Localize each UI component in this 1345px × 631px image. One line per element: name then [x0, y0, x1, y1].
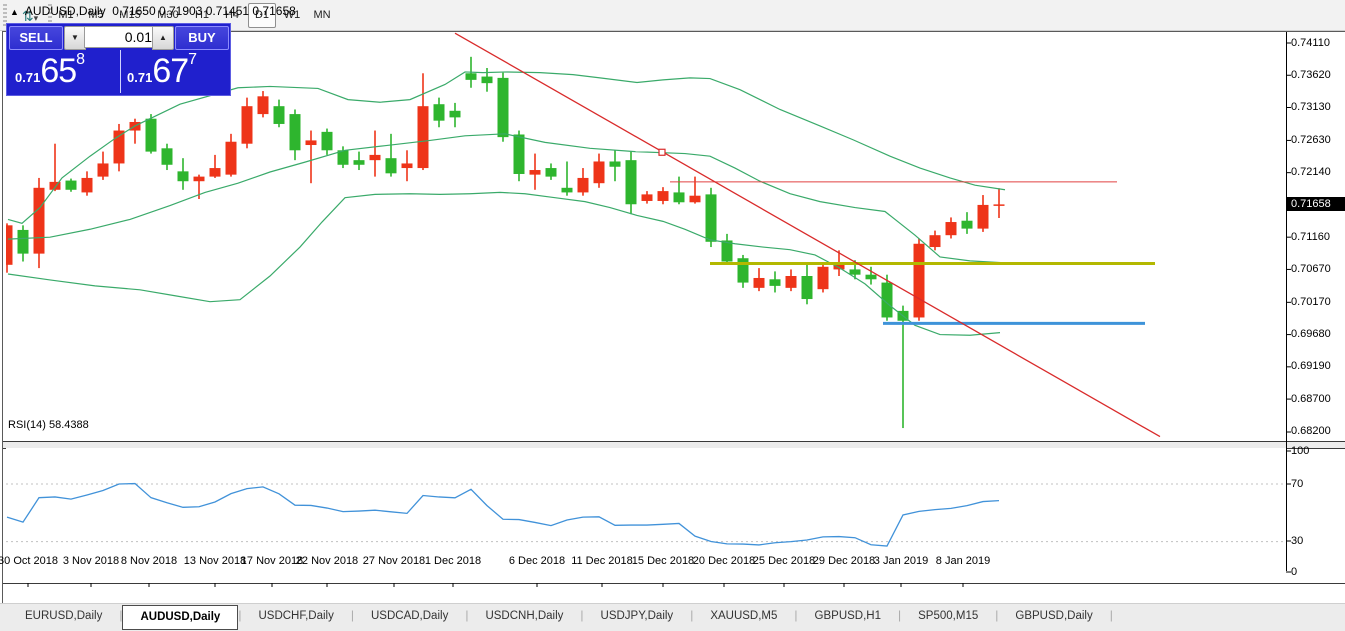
timeframe-button-w1[interactable]: W1: [283, 9, 301, 21]
buy-price-big: 67: [152, 52, 189, 90]
timeframe-button-m5[interactable]: M5: [88, 9, 104, 21]
chart-subwindow: [2, 31, 1345, 604]
timeframe-button-h1[interactable]: H1: [194, 9, 210, 21]
collapse-triangle-icon[interactable]: ▲: [10, 7, 19, 17]
price-axis-label: 0.74110: [1291, 36, 1330, 49]
toolbar-grip[interactable]: [48, 4, 52, 26]
tab-separator: |: [690, 608, 694, 622]
ohlc-values: 0.71650 0.71903 0.71451 0.71658: [112, 4, 296, 18]
tab-usdjpy-daily[interactable]: USDJPY,Daily: [600, 610, 674, 622]
date-axis-label: 8 Jan 2019: [935, 555, 991, 567]
chart-tab-bar: EURUSD,Daily | AUDUSD,Daily | USDCHF,Daily | U…: [0, 603, 1345, 631]
chevron-down-icon: ▾: [33, 13, 39, 23]
timeframe-button-m15[interactable]: M15: [119, 9, 141, 21]
date-axis-label: 17 Nov 2018: [240, 555, 304, 567]
chart-title: ▲ AUDUSD,Daily 0.71650 0.71903 0.71451 0.…: [10, 4, 296, 18]
date-axis-label: 3 Nov 2018: [62, 555, 120, 567]
price-axis-label: 0.69680: [1291, 328, 1331, 341]
date-axis-label: 30 Oct 2018: [0, 555, 58, 567]
buy-price-sup: 7: [188, 51, 198, 68]
price-axis-label: 0.72630: [1291, 133, 1331, 146]
toolbar-grip[interactable]: [3, 4, 7, 26]
lot-decrease-button[interactable]: ▼: [64, 26, 86, 50]
tab-separator: |: [119, 608, 123, 622]
tab-gbpusd-h1[interactable]: GBPUSD,H1: [814, 610, 882, 622]
tab-xauusd-m5[interactable]: XAUUSD,M5: [710, 610, 778, 622]
tab-eurusd-daily[interactable]: EURUSD,Daily: [25, 610, 103, 622]
date-axis-label: 22 Nov 2018: [295, 555, 359, 567]
lot-size-input[interactable]: 0.01: [84, 26, 159, 48]
price-axis-label: 0.70170: [1291, 295, 1331, 308]
tab-usdchf-daily[interactable]: USDCHF,Daily: [258, 610, 334, 622]
sell-price-prefix: 0.71: [15, 70, 41, 85]
price-axis-label: 0.68700: [1291, 392, 1331, 405]
date-axis-label: 15 Dec 2018: [631, 555, 695, 567]
date-axis-label: 29 Dec 2018: [812, 555, 876, 567]
timeframe-button-mn[interactable]: MN: [313, 9, 331, 21]
lot-increase-button[interactable]: ▲: [152, 26, 174, 50]
tab-separator: |: [238, 608, 242, 622]
rsi-axis-label: 70: [1291, 477, 1304, 490]
price-axis-label: 0.73130: [1291, 101, 1331, 113]
current-price-badge: 0.71658: [1286, 197, 1345, 212]
date-axis-label: 25 Dec 2018: [752, 555, 816, 567]
sell-price-sup: 8: [76, 51, 86, 68]
symbol-period-label: AUDUSD,Daily: [24, 4, 106, 18]
tab-separator: |: [794, 608, 798, 622]
sell-price-big: 65: [40, 52, 77, 90]
date-axis-label: 20 Dec 2018: [692, 555, 756, 567]
tab-gbpusd-daily[interactable]: GBPUSD,Daily: [1015, 610, 1093, 622]
tab-separator: |: [995, 608, 999, 622]
tab-separator: |: [898, 608, 902, 622]
date-axis-label: 1 Dec 2018: [424, 555, 482, 567]
date-axis-label: 3 Jan 2019: [873, 555, 929, 567]
rsi-value-label: RSI(14) 58.4388: [8, 419, 89, 431]
tab-separator: |: [1109, 608, 1113, 622]
buy-price-prefix: 0.71: [127, 70, 153, 85]
timeframe-button-m1[interactable]: M1: [58, 9, 74, 21]
tab-separator: |: [465, 608, 469, 622]
date-axis-label: 27 Nov 2018: [362, 555, 426, 567]
date-axis-label: 11 Dec 2018: [571, 555, 633, 567]
price-axis-label: 0.68200: [1291, 425, 1331, 438]
sell-button[interactable]: SELL: [9, 26, 63, 50]
rsi-axis-label: 0: [1291, 565, 1298, 578]
tab-separator: |: [350, 608, 354, 622]
chart-arrows-icon: ⇅: [21, 8, 34, 24]
chart-type-button[interactable]: ⇅▾: [12, 3, 48, 29]
buy-button[interactable]: BUY: [175, 26, 229, 50]
price-axis-label: 0.71160: [1291, 230, 1330, 243]
sell-price-button[interactable]: 0.71658: [9, 50, 117, 93]
rsi-axis-label: 100: [1291, 444, 1310, 457]
tab-usdcad-daily[interactable]: USDCAD,Daily: [371, 610, 449, 622]
buy-price-button[interactable]: 0.71677: [120, 50, 229, 93]
tab-sp500-m15[interactable]: SP500,M15: [918, 610, 979, 622]
one-click-trading-panel: SELL ▼ 0.01 ▲ BUY 0.71658 0.71677: [6, 23, 231, 96]
timeframe-button-h4[interactable]: H4: [224, 9, 240, 21]
tab-usdcnh-daily[interactable]: USDCNH,Daily: [485, 610, 564, 622]
date-axis-label: 13 Nov 2018: [183, 555, 247, 567]
date-axis-label: 8 Nov 2018: [120, 555, 178, 567]
timeframe-button-d1[interactable]: D1: [248, 3, 276, 28]
price-axis-label: 0.73620: [1291, 68, 1331, 81]
tab-separator: |: [580, 608, 584, 622]
price-axis-label: 0.69190: [1291, 360, 1331, 373]
price-axis-label: 0.70670: [1291, 262, 1331, 275]
date-axis-label: 6 Dec 2018: [508, 555, 566, 567]
price-axis-label: 0.72140: [1291, 166, 1331, 179]
date-axis[interactable]: [3, 583, 1345, 604]
timeframe-button-m30[interactable]: M30: [157, 9, 179, 21]
rsi-axis-label: 30: [1291, 534, 1304, 547]
tab-audusd-daily[interactable]: AUDUSD,Daily: [122, 605, 239, 630]
